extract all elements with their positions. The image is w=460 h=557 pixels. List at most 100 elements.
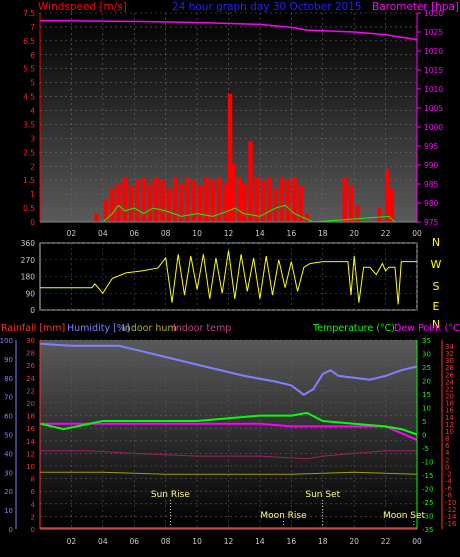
dewpoint-tick-label: 0 xyxy=(445,463,449,471)
wind-gust-bar xyxy=(147,182,153,222)
time-tick-label: 22 xyxy=(381,229,391,238)
barometer-tick-label: 990 xyxy=(424,161,439,170)
wind-tick-label: 7 xyxy=(30,23,35,32)
moon-rise-label: Moon Rise xyxy=(260,511,307,521)
wind-gust-bar xyxy=(94,213,99,222)
direction-tick-label: 270 xyxy=(21,256,36,265)
wind-gust-bar xyxy=(103,199,109,222)
rainfall-tick-label: 10 xyxy=(26,463,35,471)
humidity-tick-label: 80 xyxy=(4,375,13,383)
wind-gust-bar xyxy=(285,180,291,222)
indoor-temp-title: Indoor temp xyxy=(173,323,231,334)
temperature-tick-label: -10 xyxy=(422,459,433,467)
dewpoint-tick-label: 22 xyxy=(445,385,454,393)
barometer-tick-label: 980 xyxy=(424,199,439,208)
dewpoint-tick-label: 14 xyxy=(445,414,454,422)
rainfall-tick-label: 14 xyxy=(26,438,35,446)
wind-tick-label: 5 xyxy=(30,79,35,88)
temperature-tick-label: -35 xyxy=(422,526,433,534)
wind-gust-bar xyxy=(128,185,134,222)
wind-gust-bar xyxy=(122,177,128,222)
rainfall-axis-title: Rainfall [mm] xyxy=(1,323,65,334)
moon-set-label: Moon Set xyxy=(383,511,426,521)
wind-gust-bar xyxy=(110,188,115,222)
dewpoint-tick-label: 10 xyxy=(445,428,454,436)
barometer-tick-label: 1020 xyxy=(424,47,443,56)
wind-gust-bar xyxy=(154,177,159,222)
wind-direction-line xyxy=(40,250,417,305)
wind-gust-bar xyxy=(231,163,236,222)
direction-tick-label: 360 xyxy=(21,239,36,248)
time-tick-label: 18 xyxy=(318,229,328,238)
time-tick-label: 04 xyxy=(98,537,108,546)
time-tick-label: 12 xyxy=(224,229,234,238)
direction-tick-label: 90 xyxy=(25,289,35,298)
wind-tick-label: 2 xyxy=(30,162,35,171)
direction-tick-label: 180 xyxy=(21,273,36,282)
wind-gust-bar xyxy=(292,177,297,222)
humidity-tick-label: 20 xyxy=(4,488,13,496)
time-tick-label: 12 xyxy=(224,537,234,546)
time-tick-label: 02 xyxy=(67,537,77,546)
wind-gust-bar xyxy=(348,185,354,222)
wind-gust-bar xyxy=(204,177,209,222)
dewpoint-tick-label: 16 xyxy=(445,407,454,415)
dewpoint-tick-label: -4 xyxy=(445,478,453,486)
wind-gust-bar xyxy=(260,180,266,222)
wind-gust-bar xyxy=(216,177,222,222)
compass-label: N xyxy=(432,236,440,249)
time-tick-label: 14 xyxy=(255,229,265,238)
rainfall-tick-label: 28 xyxy=(26,350,35,358)
dewpoint-tick-label: 2 xyxy=(445,456,449,464)
barometer-tick-label: 1005 xyxy=(424,104,443,113)
wind-gust-bar xyxy=(191,180,197,222)
wind-gust-bar xyxy=(355,205,360,222)
humidity-tick-label: 30 xyxy=(4,469,13,477)
humidity-tick-label: 40 xyxy=(4,450,13,458)
wind-gust-bar xyxy=(248,141,253,222)
compass-label: E xyxy=(433,300,440,313)
time-tick-label: 18 xyxy=(318,537,328,546)
indoor-hum-title: Indoor hum xyxy=(122,323,177,334)
dewpoint-tick-label: 32 xyxy=(445,350,454,358)
rainfall-tick-label: 26 xyxy=(26,362,35,370)
dewpoint-tick-label: 26 xyxy=(445,371,454,379)
wind-gust-bar xyxy=(304,213,310,222)
humidity-tick-label: 70 xyxy=(4,394,13,402)
barometer-line xyxy=(39,19,418,41)
indoor-humidity-line xyxy=(40,471,418,475)
dewpoint-tick-label: -12 xyxy=(445,506,456,514)
sun-rise-label: Sun Rise xyxy=(151,490,190,500)
dewpoint-tick-label: 18 xyxy=(445,400,454,408)
wind-gust-bars xyxy=(94,93,395,223)
rainfall-tick-label: 12 xyxy=(26,450,35,458)
wind-tick-label: 3 xyxy=(30,134,35,143)
wind-gust-bar xyxy=(198,185,203,222)
dewpoint-tick-label: 28 xyxy=(445,364,454,372)
time-tick-label: 04 xyxy=(98,229,108,238)
rainfall-tick-label: 24 xyxy=(26,375,35,383)
wind-tick-label: 0 xyxy=(30,218,35,227)
temperature-tick-label: -30 xyxy=(422,513,433,521)
time-tick-label: 00 xyxy=(412,229,422,238)
rainfall-tick-label: 22 xyxy=(26,387,35,395)
wind-gust-bar xyxy=(160,180,165,222)
dewpoint-tick-label: -16 xyxy=(445,520,457,528)
temperature-tick-label: 20 xyxy=(422,378,431,386)
compass-label: S xyxy=(433,280,440,293)
humidity-tick-label: 50 xyxy=(4,432,13,440)
wind-gust-bar xyxy=(185,177,190,222)
dewpoint-axis-title: Dew Point (°C) xyxy=(394,323,460,334)
time-tick-label: 10 xyxy=(192,537,202,546)
windspeed-axis-title: Windspeed [m/s] xyxy=(38,1,127,13)
dew-point-line xyxy=(40,422,418,441)
wind-tick-label: 1 xyxy=(30,190,35,199)
time-tick-label: 00 xyxy=(412,537,422,546)
barometer-tick-label: 1000 xyxy=(424,123,443,132)
wind-gust-bar xyxy=(135,180,140,222)
direction-grid xyxy=(40,242,418,311)
direction-tick-label: 0 xyxy=(30,306,35,315)
wind-average-line xyxy=(102,204,396,223)
